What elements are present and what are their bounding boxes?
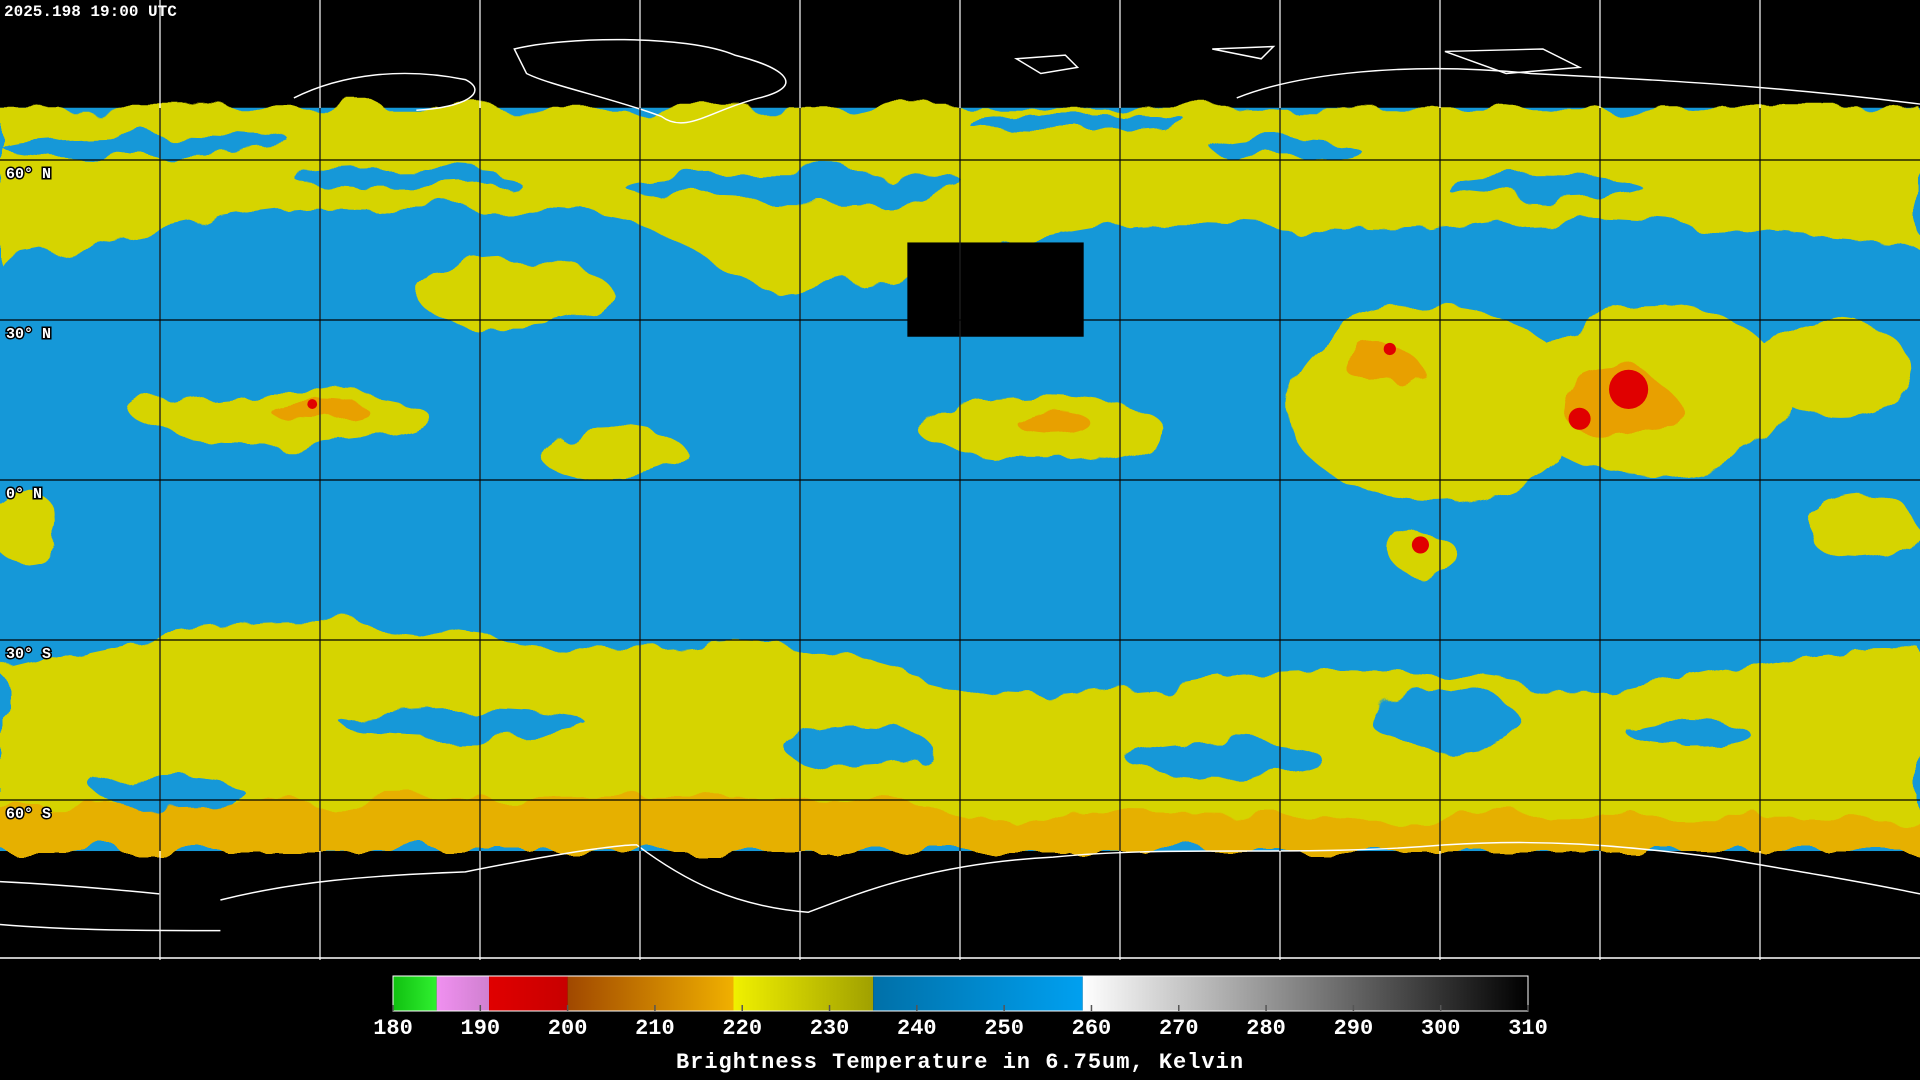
cold-cloud-tops [307, 342, 1649, 554]
colorbar-segment [436, 976, 490, 1011]
colorbar-segment [489, 976, 568, 1011]
colorbar-tick-label: 180 [373, 1016, 413, 1041]
colorbar-segment [393, 976, 437, 1011]
colorbar-frame [392, 975, 1529, 1012]
colorbar-label: Brightness Temperature in 6.75um, Kelvin [676, 1050, 1244, 1075]
colorbar-tick-label: 290 [1334, 1016, 1374, 1041]
colorbar-tick-label: 190 [461, 1016, 501, 1041]
colorbar-tick-label: 270 [1159, 1016, 1199, 1041]
latitude-label: 60° N [6, 166, 51, 183]
colorbar-tick-label: 260 [1072, 1016, 1112, 1041]
colorbar-segment [1082, 976, 1528, 1011]
colorbar-segment [873, 976, 1083, 1011]
colorbar-tick-label: 220 [722, 1016, 762, 1041]
colorbar-tick-label: 300 [1421, 1016, 1461, 1041]
colorbar: 180 190 200 210 220 230 240 250 260 270 280 290 300 3… [373, 975, 1548, 1041]
latitude-label: 30° S [6, 646, 51, 663]
graticule [0, 0, 1920, 960]
latitude-label: 60° S [6, 806, 51, 823]
colorbar-tick-label: 310 [1508, 1016, 1548, 1041]
colorbar-segment [733, 976, 874, 1011]
colorbar-tick-label: 240 [897, 1016, 937, 1041]
colorbar-tick-label: 200 [548, 1016, 588, 1041]
missing-data [907, 242, 1084, 337]
timestamp: 2025.198 19:00 UTC [4, 3, 177, 21]
latitude-label: 0° N [6, 486, 42, 503]
colorbar-tick-label: 250 [984, 1016, 1024, 1041]
colorbar-tick-label: 210 [635, 1016, 675, 1041]
colorbar-tick-label: 280 [1246, 1016, 1286, 1041]
latitude-label: 30° N [6, 326, 51, 343]
latitude-labels: 60° N 30° N 0° N 30° S 60° S [5, 165, 53, 825]
colorbar-segment [567, 976, 734, 1011]
colorbar-tick-label: 230 [810, 1016, 850, 1041]
